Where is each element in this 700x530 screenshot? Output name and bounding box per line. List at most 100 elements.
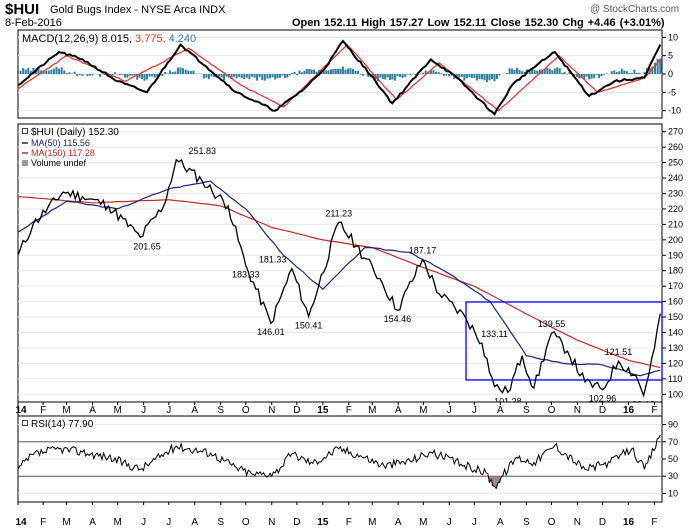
- price-annotation: 211.23: [325, 208, 352, 218]
- macd-histogram-bar: [409, 74, 412, 76]
- x-tick-label: M: [368, 405, 376, 416]
- macd-histogram-bar: [506, 73, 509, 74]
- macd-histogram-bar: [283, 74, 286, 79]
- macd-histogram-bar: [189, 70, 192, 74]
- macd-histogram-bar: [478, 74, 481, 80]
- price-annotation: 133.11: [481, 329, 508, 339]
- price-annotation: 201.65: [133, 241, 161, 251]
- macd-histogram-bar: [516, 67, 519, 74]
- macd-histogram-bar: [205, 74, 208, 78]
- macd-histogram-bar: [86, 74, 89, 77]
- macd-histogram-bar: [618, 71, 621, 74]
- x-tick-label: A: [89, 405, 96, 416]
- macd-histogram-bar: [133, 74, 136, 76]
- x-tick-label: S: [217, 405, 224, 416]
- macd-histogram-bar: [445, 74, 448, 76]
- price-tick-label: 180: [668, 266, 683, 276]
- x-tick-label: J: [447, 405, 452, 416]
- macd-histogram-bar: [588, 74, 591, 80]
- x-tick-label: 14: [15, 405, 27, 416]
- macd-histogram-bar: [613, 70, 616, 74]
- price-tick-label: 100: [668, 389, 683, 399]
- x-tick-label: A: [191, 517, 198, 528]
- macd-histogram-bar: [286, 74, 289, 78]
- x-tick-label: 14: [15, 517, 27, 528]
- macd-histogram-bar: [19, 70, 22, 74]
- x-tick-label: J: [141, 517, 146, 528]
- macd-histogram-bar: [424, 70, 427, 74]
- x-tick-label: J: [447, 517, 452, 528]
- x-axis-bottom: 14 F M A M J J A S O N D 15 F M A M J J A S O N D 16 F: [15, 502, 662, 528]
- macd-tick-label: -10: [668, 106, 681, 116]
- macd-histogram-bar: [148, 74, 151, 77]
- macd-histogram-bar: [207, 74, 210, 80]
- price-tick-label: 140: [668, 328, 683, 338]
- macd-histogram-bar: [548, 68, 551, 74]
- x-tick-label: A: [497, 517, 504, 528]
- macd-histogram-bar: [541, 69, 544, 74]
- macd-histogram-bar: [151, 74, 154, 77]
- macd-histogram-bar: [243, 74, 246, 79]
- x-tick-label: D: [293, 405, 300, 416]
- macd-histogram-bar: [315, 71, 318, 74]
- macd-histogram-bar: [610, 71, 613, 74]
- macd-histogram-bar: [455, 74, 458, 78]
- macd-histogram-bar: [298, 70, 301, 74]
- macd-histogram-bar: [37, 67, 40, 74]
- macd-histogram-bar: [496, 74, 499, 79]
- x-tick-label: D: [599, 517, 606, 528]
- macd-histogram-bar: [322, 71, 325, 74]
- highlight-box: [465, 301, 663, 381]
- macd-histogram-bar: [573, 74, 576, 76]
- x-tick-label: A: [395, 517, 402, 528]
- macd-histogram-bar: [465, 74, 468, 79]
- price-annotation: 139.55: [538, 319, 566, 329]
- macd-histogram-bar: [521, 71, 524, 74]
- macd-histogram-bar: [143, 74, 146, 81]
- x-tick-label: M: [419, 405, 427, 416]
- x-tick-label: M: [113, 517, 121, 528]
- macd-histogram-bar: [305, 68, 308, 74]
- macd-histogram-bar: [17, 70, 19, 74]
- macd-histogram-bar: [245, 74, 248, 78]
- rsi-tick-label: 70: [668, 437, 678, 447]
- macd-histogram-bar: [325, 70, 328, 74]
- macd-histogram-bar: [575, 74, 578, 77]
- price-annotation: 150.41: [295, 320, 323, 330]
- x-tick-label: S: [523, 517, 530, 528]
- price-tick-label: 250: [668, 158, 683, 168]
- rsi-tick-label: 10: [668, 488, 678, 498]
- macd-histogram-bar: [212, 74, 215, 78]
- x-tick-label: A: [191, 405, 198, 416]
- macd-histogram-bar: [341, 66, 344, 74]
- macd-histogram-bar: [480, 74, 483, 80]
- macd-histogram-bar: [553, 68, 556, 74]
- x-tick-label: O: [548, 405, 556, 416]
- price-annotation: 121.51: [605, 347, 633, 357]
- price-label: $HUI (Daily) 152.30: [31, 127, 119, 138]
- macd-histogram-bar: [463, 74, 466, 81]
- macd-histogram-bar: [393, 74, 396, 81]
- ma50-line: [17, 180, 661, 377]
- macd-histogram-bar: [126, 74, 129, 78]
- macd-histogram-bar: [258, 74, 261, 78]
- macd-histogram-bar: [414, 74, 417, 76]
- macd-histogram-bar: [310, 69, 313, 74]
- macd-tick-label: 5: [668, 51, 673, 61]
- macd-histogram-bar: [248, 74, 251, 80]
- macd-histogram-bar: [220, 74, 223, 77]
- macd-histogram-bar: [623, 70, 626, 74]
- x-tick-label: M: [368, 517, 376, 528]
- macd-histogram-bar: [590, 74, 593, 79]
- macd-histogram-bar: [437, 72, 440, 74]
- macd-histogram-bar: [145, 74, 148, 80]
- x-tick-label: J: [166, 405, 171, 416]
- macd-histogram-bar: [300, 72, 303, 74]
- price-annotation: 251.83: [188, 146, 216, 156]
- price-panel: 270 260 250 240 230 220 210 200 190 180 170 160 150 1…: [17, 123, 683, 410]
- macd-tick-label: -5: [668, 87, 676, 97]
- macd-histogram-bar: [271, 74, 274, 78]
- macd-histogram-bar: [45, 70, 48, 74]
- x-tick-label: F: [651, 517, 657, 528]
